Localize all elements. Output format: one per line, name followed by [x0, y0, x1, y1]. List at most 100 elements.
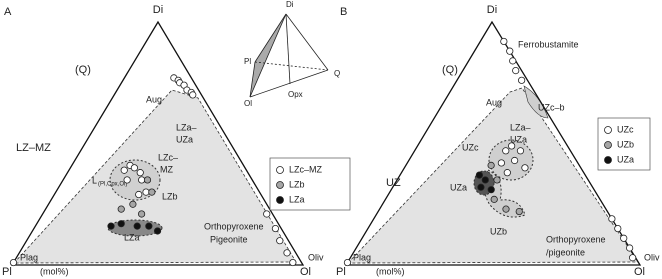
label: Oliv	[308, 252, 324, 262]
legend-marker	[276, 166, 284, 174]
point	[130, 164, 139, 172]
point	[475, 171, 483, 179]
label: UZa	[510, 134, 527, 144]
point	[120, 166, 128, 174]
label: (Pl,Cpx,Ol)	[98, 182, 127, 188]
point	[500, 37, 508, 46]
point	[508, 142, 516, 150]
point	[511, 156, 519, 165]
label: B	[340, 6, 347, 18]
inset-label: Ol	[244, 99, 252, 108]
legend-marker	[604, 156, 612, 164]
label: UZa	[176, 134, 193, 144]
point	[9, 258, 18, 267]
label: UZc–b	[538, 102, 565, 112]
point	[629, 254, 637, 262]
label: Di	[487, 4, 497, 16]
inset-label: Pl	[244, 57, 251, 66]
inset-label: Q	[334, 69, 340, 78]
label: LZc–	[158, 152, 178, 162]
label: L	[92, 175, 97, 185]
point	[123, 176, 131, 184]
point	[136, 169, 144, 177]
label: Pl	[2, 266, 12, 278]
label: LZa–	[510, 122, 531, 132]
legend-label: UZa	[617, 154, 634, 164]
label: LZa–	[176, 122, 197, 132]
point	[497, 159, 505, 167]
point	[481, 176, 489, 184]
legend-label: LZc–MZ	[289, 164, 323, 174]
point	[512, 67, 520, 75]
point	[107, 222, 115, 230]
label: Orthopyroxene	[204, 221, 264, 231]
label: (mol%)	[376, 266, 405, 276]
label: Ferrobustamite	[518, 39, 579, 49]
point	[509, 57, 517, 65]
point	[614, 224, 622, 233]
label: (Q)	[442, 64, 458, 76]
label: LZa	[124, 232, 140, 242]
point	[518, 76, 526, 84]
inset-label: Opx	[288, 90, 303, 99]
point	[477, 183, 485, 191]
legend-label: LZa	[289, 194, 305, 204]
point	[145, 222, 153, 230]
label: UZc	[462, 142, 479, 152]
point	[117, 205, 125, 213]
point	[343, 258, 352, 267]
point	[502, 147, 510, 155]
point	[503, 169, 511, 177]
label: A	[4, 6, 12, 18]
point	[516, 147, 525, 155]
point	[283, 249, 291, 257]
label: Pigeonite	[210, 234, 248, 244]
point	[135, 190, 143, 199]
label: Aug	[146, 94, 162, 104]
point	[189, 91, 197, 99]
legend-label: UZb	[617, 139, 634, 149]
label: Aug	[486, 97, 502, 107]
legend-marker	[604, 126, 612, 134]
label: LZ–MZ	[16, 142, 51, 154]
point	[502, 205, 510, 213]
triangle	[10, 20, 305, 266]
inset-label: Di	[286, 0, 294, 9]
point	[490, 195, 498, 203]
label: Orthopyroxene	[546, 234, 606, 244]
legend-label: UZc	[617, 124, 634, 134]
point	[608, 215, 616, 223]
point	[515, 207, 523, 216]
label: UZb	[490, 226, 507, 236]
label: Oliv	[644, 252, 660, 262]
label: Plag	[20, 252, 38, 262]
legend-marker	[276, 181, 284, 189]
label: LZb	[162, 191, 178, 201]
point	[143, 176, 152, 184]
point	[153, 227, 162, 235]
point	[493, 176, 501, 184]
point	[138, 210, 146, 218]
point	[148, 188, 156, 196]
legend-marker	[276, 196, 284, 204]
point	[117, 220, 125, 228]
point	[129, 200, 137, 208]
legend-label: LZb	[289, 179, 305, 189]
label: UZ	[386, 177, 401, 189]
label: MZ	[160, 164, 173, 174]
field	[523, 85, 549, 119]
point	[521, 164, 529, 172]
point	[263, 210, 271, 218]
label: Ol	[300, 266, 311, 278]
label: Ol	[634, 266, 645, 278]
legend-marker	[604, 141, 612, 149]
point	[289, 258, 297, 267]
point	[620, 234, 628, 242]
point	[487, 161, 495, 169]
triangle	[344, 20, 642, 266]
label: Di	[153, 4, 163, 16]
label: UZa	[450, 182, 467, 192]
point	[271, 224, 280, 233]
point	[487, 186, 495, 194]
